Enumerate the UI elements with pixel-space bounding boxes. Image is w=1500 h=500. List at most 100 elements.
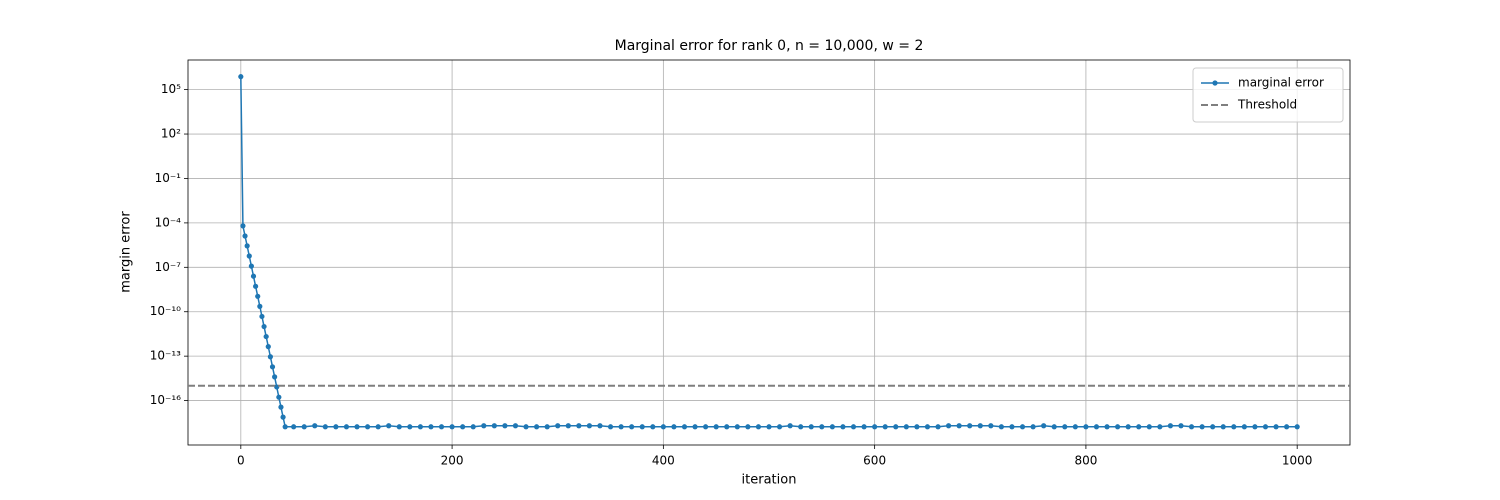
point	[1125, 424, 1131, 430]
point	[1199, 424, 1205, 430]
point	[618, 424, 624, 430]
point	[322, 424, 328, 430]
plot-frame	[187, 59, 1351, 446]
point	[470, 424, 476, 430]
point	[1188, 424, 1195, 430]
point	[386, 423, 392, 429]
point	[629, 424, 635, 430]
point	[1252, 424, 1258, 430]
point	[903, 424, 909, 430]
point	[1210, 424, 1216, 430]
point	[248, 263, 254, 269]
point	[253, 283, 259, 289]
point	[967, 423, 973, 429]
point	[576, 423, 582, 429]
legend-label: marginal error	[1238, 76, 1324, 90]
point	[1083, 424, 1089, 430]
point	[396, 424, 402, 430]
y-tick-label: 10⁻⁷	[155, 260, 182, 274]
point	[956, 423, 962, 429]
point	[924, 424, 931, 430]
point	[1220, 424, 1226, 430]
point	[671, 424, 677, 430]
point	[1273, 424, 1279, 430]
point	[364, 424, 371, 430]
legend-box	[1192, 67, 1344, 123]
y-tick-label: 10⁻⁴	[155, 215, 182, 229]
y-tick-label: 10²	[161, 127, 181, 141]
legend-marker	[1212, 80, 1218, 86]
point	[776, 424, 783, 430]
point	[893, 424, 899, 430]
point	[301, 424, 307, 430]
point	[246, 253, 252, 259]
point	[449, 424, 455, 430]
point	[244, 243, 250, 249]
point	[914, 424, 920, 430]
point	[333, 424, 339, 430]
point	[660, 424, 666, 430]
point	[1231, 424, 1237, 430]
point	[798, 424, 804, 430]
point	[872, 424, 878, 430]
point	[1241, 424, 1247, 430]
point	[787, 423, 793, 429]
point	[692, 424, 698, 430]
point	[1072, 424, 1078, 430]
x-tick-label: 800	[1074, 454, 1097, 468]
y-tick-label: 10⁻¹³	[150, 349, 181, 363]
point	[523, 424, 529, 430]
x-tick-label: 0	[237, 454, 245, 468]
point	[734, 424, 740, 430]
x-tick-label: 600	[863, 454, 886, 468]
point	[242, 233, 248, 239]
point	[263, 333, 269, 340]
point	[265, 344, 271, 350]
point	[1167, 423, 1174, 429]
point	[1009, 424, 1015, 430]
point	[282, 424, 288, 430]
x-axis-label: iteration	[742, 473, 797, 488]
point	[257, 303, 263, 309]
point	[586, 423, 593, 429]
series-line	[240, 76, 1298, 428]
point	[407, 424, 413, 430]
point	[312, 423, 318, 429]
point	[882, 424, 888, 430]
point	[829, 424, 835, 430]
point	[840, 424, 846, 430]
point	[276, 394, 282, 400]
point	[1115, 424, 1121, 430]
y-axis-label: margin error	[119, 211, 134, 293]
point	[261, 323, 267, 330]
point	[1104, 424, 1110, 430]
point	[861, 424, 867, 430]
point	[745, 424, 751, 430]
point	[1178, 423, 1184, 429]
point	[240, 223, 246, 229]
point	[534, 424, 540, 430]
point	[343, 424, 350, 430]
point	[565, 423, 571, 429]
point	[766, 424, 772, 430]
point	[850, 424, 857, 430]
point	[272, 374, 278, 380]
point	[681, 424, 688, 430]
point	[375, 424, 381, 430]
point	[755, 424, 762, 430]
point	[460, 424, 466, 430]
point	[988, 423, 994, 429]
point	[491, 423, 497, 429]
point	[819, 424, 825, 430]
point	[650, 424, 656, 430]
point	[998, 424, 1005, 430]
point	[481, 423, 487, 429]
point	[935, 424, 941, 430]
point	[724, 424, 730, 430]
point	[808, 424, 814, 430]
point	[1051, 424, 1057, 430]
point	[1157, 424, 1163, 430]
point	[1136, 424, 1142, 430]
point	[1294, 424, 1300, 430]
